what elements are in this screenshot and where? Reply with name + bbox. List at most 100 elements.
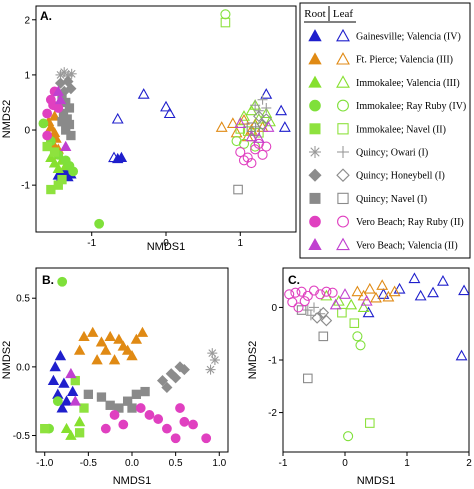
y-tick-label: 0.0 [16,362,30,373]
x-tick-label: -0.5 [80,458,98,469]
legend-entry: Quincy; Honeybell (I) [308,168,445,182]
data-point [117,340,129,351]
data-point [100,423,111,434]
legend-entry: Quincy; Navel (I) [309,192,427,205]
legend-entry: Vero Beach; Valencia (II) [308,237,458,251]
data-point [57,174,67,185]
data-point [349,318,360,329]
data-point [104,330,116,342]
data-point [52,162,64,174]
data-point [48,157,61,168]
data-point [47,374,60,385]
legend-entry: Gainesville; Valencia (IV) [308,28,461,43]
data-point [337,307,347,318]
data-point [73,344,86,355]
legend-header-leaf: Leaf [333,8,353,20]
data-point [315,289,326,300]
data-point [362,306,375,318]
legend-root-marker [309,123,321,135]
data-point [127,403,137,413]
legend-label: Ft. Pierce; Valencia (III) [356,55,453,66]
x-tick-label: 0 [342,458,348,469]
legend-label: Quincy; Owari (I) [356,148,428,159]
data-points [38,9,291,229]
legend-label: Gainesville; Valencia (IV) [356,32,461,43]
data-point [343,431,354,442]
data-point [393,282,406,294]
data-point [376,279,389,290]
data-point [188,419,198,430]
data-point [42,141,52,152]
legend-leaf-marker [337,146,349,158]
data-point [179,416,190,427]
data-point [234,117,247,128]
data-point [296,305,307,315]
data-point [113,333,125,344]
data-point [79,403,89,413]
legend-root-marker [308,168,322,182]
data-point [327,287,338,298]
x-axis-label: NMDS1 [147,241,186,253]
data-points [284,272,469,442]
data-point [329,298,342,310]
x-tick-label: 0.5 [169,458,183,469]
data-point [83,389,94,399]
x-axis-label: NMDS1 [113,475,152,487]
data-point [320,314,333,327]
data-point [137,88,150,99]
y-tick-label: 0 [24,126,30,137]
data-point [252,132,265,143]
y-tick-label: 0.5 [16,294,30,305]
data-point [57,276,68,287]
data-point [238,110,250,121]
data-point [49,361,61,372]
x-tick-label: 0.0 [125,458,139,469]
data-point [309,302,319,313]
data-point [260,88,273,99]
data-point [220,17,231,28]
data-point [257,149,268,160]
data-point [56,402,68,413]
data-point [299,296,310,307]
data-point [69,395,81,406]
x-axis-label: NMDS1 [357,475,396,487]
data-point [64,103,75,113]
data-point [153,414,164,424]
legend-leaf-marker [336,75,350,88]
legend-leaf-marker [336,237,350,251]
y-axis-label: NMDS2 [247,341,259,380]
data-point [256,118,269,131]
data-point [126,350,138,361]
data-point [355,340,366,351]
data-point [156,375,169,387]
x-tick-label: 1.0 [212,458,226,469]
plot-frame [282,267,470,453]
data-point [246,158,257,169]
data-point [261,141,272,152]
data-point [105,400,115,410]
data-point [302,305,313,316]
data-point [40,424,50,434]
data-point [352,331,363,342]
data-point [60,395,73,406]
data-point [87,326,99,337]
data-point [357,301,370,312]
data-point [161,381,173,394]
data-point [253,110,265,123]
panel-letter: B. [42,273,54,287]
data-point [65,429,77,440]
data-point [74,428,85,438]
legend-entry: Vero Beach; Ray Ruby (II) [309,215,464,228]
data-point [455,349,468,361]
legend-leaf-marker [336,168,350,182]
x-tick-label: -1 [87,238,96,249]
y-tick-label: 0 [271,303,277,314]
data-point [302,373,313,384]
legend-root-marker [308,75,322,88]
data-point [52,396,63,407]
data-point [46,184,56,195]
data-point [48,110,61,121]
data-point [275,104,288,116]
data-point [48,100,58,111]
